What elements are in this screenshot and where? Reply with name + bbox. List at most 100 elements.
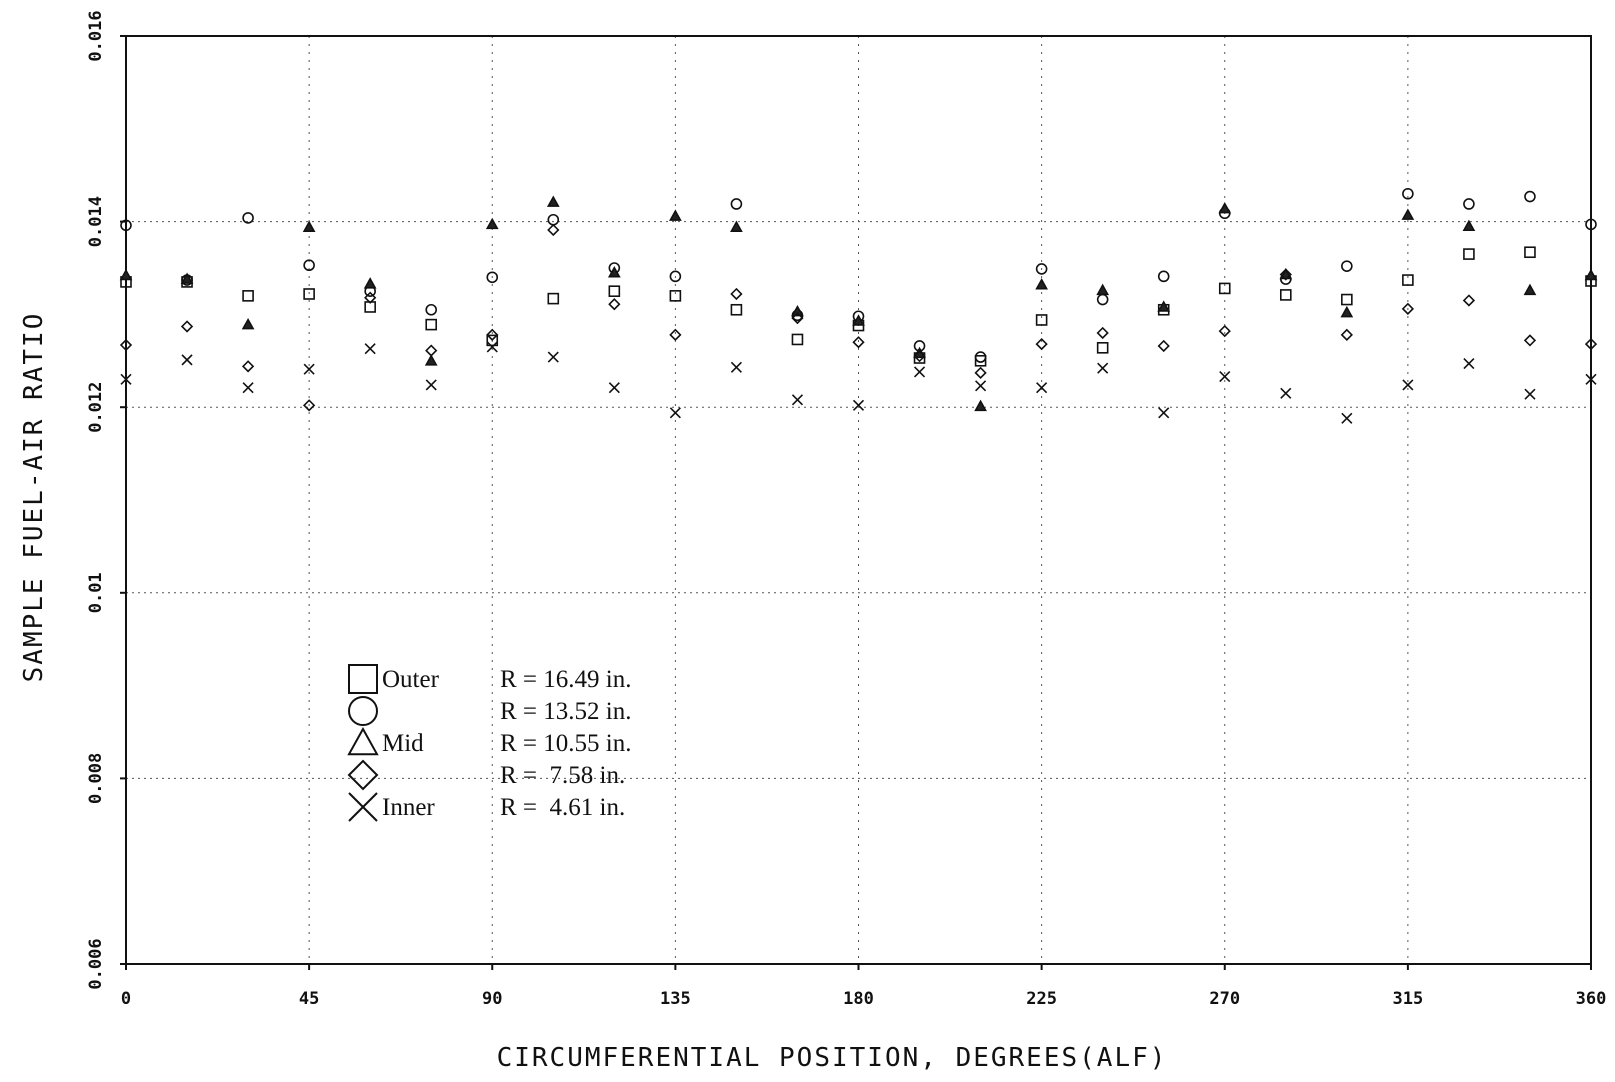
legend-square-icon — [348, 664, 378, 694]
y-tick-label: 0.012 — [86, 382, 106, 433]
legend-radius-label: R = 13.52 in. — [500, 698, 631, 725]
triangle-point — [180, 272, 194, 284]
x-tick-label: 270 — [1209, 989, 1240, 1009]
legend-series-name: Mid — [382, 730, 424, 757]
circle-point — [303, 259, 315, 272]
x-point — [975, 380, 987, 392]
triangle-point — [424, 354, 438, 366]
square-point — [1218, 282, 1231, 295]
triangle-point — [1096, 283, 1110, 296]
x-point — [181, 354, 193, 366]
circle-point — [669, 270, 682, 283]
diamond-point — [364, 291, 377, 304]
square-point — [486, 334, 499, 347]
legend-radius-label: R = 4.61 in. — [500, 794, 625, 821]
diamond-point — [547, 223, 560, 237]
triangle-point — [485, 217, 499, 230]
square-point — [1402, 274, 1414, 286]
diamond-point — [852, 336, 865, 349]
x-point — [303, 363, 315, 375]
square-point — [1096, 342, 1109, 354]
x-tick-label: 135 — [660, 989, 691, 1009]
x-point — [1341, 412, 1353, 424]
triangle-point — [241, 317, 255, 330]
x-point — [791, 394, 804, 406]
square-point — [1341, 293, 1353, 306]
triangle-point — [1401, 208, 1415, 220]
diamond-point — [1523, 334, 1537, 347]
square-point — [242, 290, 254, 302]
x-point — [608, 382, 620, 394]
diamond-point — [669, 328, 682, 341]
x-point — [1097, 362, 1109, 374]
square-point — [974, 354, 987, 367]
legend-triangle-icon — [347, 726, 379, 756]
diamond-point — [730, 287, 743, 301]
triangle-point — [1462, 219, 1476, 232]
x-point — [669, 407, 681, 419]
circle-point — [1157, 270, 1170, 283]
square-point — [1035, 314, 1048, 326]
square-point — [791, 333, 804, 346]
diamond-point — [1279, 268, 1292, 281]
triangle-point — [1523, 283, 1537, 296]
diamond-point — [1035, 337, 1048, 351]
circle-point — [1402, 187, 1414, 200]
diamond-point — [1340, 328, 1353, 341]
triangle-point — [852, 314, 865, 326]
x-axis-ticks: 0 45 90 135 180 225 270 315 360 — [121, 964, 1606, 1009]
series-4 — [119, 223, 1598, 412]
y-tick-label: 0.01 — [86, 572, 106, 613]
square-point — [1524, 246, 1536, 259]
legend-x-icon — [348, 792, 378, 822]
triangle-point — [791, 304, 804, 317]
x-axis-label: CIRCUMFERENTIAL POSITION, DEGREES(ALF) — [497, 1043, 1168, 1073]
x-tick-label: 0 — [121, 989, 131, 1009]
x-point — [242, 382, 254, 394]
x-point — [730, 361, 742, 373]
series-5 — [120, 341, 1597, 424]
x-point — [486, 341, 498, 353]
y-tick-label: 0.014 — [86, 196, 106, 247]
circle-point — [425, 303, 438, 316]
series-2 — [120, 187, 1597, 363]
y-tick-label: 0.006 — [86, 938, 106, 989]
x-point — [1463, 358, 1475, 370]
diamond-point — [1218, 324, 1231, 338]
circle-point — [242, 212, 254, 224]
x-tick-label: 45 — [299, 989, 319, 1009]
x-tick-label: 360 — [1576, 989, 1607, 1009]
data-points — [119, 187, 1598, 424]
diamond-point — [1096, 326, 1109, 340]
diamond-point — [608, 298, 621, 311]
square-point — [669, 290, 682, 302]
circle-point — [730, 198, 743, 210]
legend-circle-icon — [348, 696, 378, 726]
triangle-point — [974, 399, 987, 412]
legend-radius-label: R = 10.55 in. — [500, 730, 631, 757]
diamond-point — [119, 338, 133, 352]
triangle-point — [119, 268, 133, 281]
y-axis-label: SAMPLE FUEL-AIR RATIO — [19, 312, 49, 683]
grid-lines — [126, 36, 1591, 964]
square-point — [425, 318, 438, 331]
circle-point — [486, 271, 499, 284]
circle-point — [974, 351, 987, 363]
triangle-point — [1584, 268, 1598, 281]
circle-point — [1341, 260, 1353, 272]
y-tick-label: 0.016 — [86, 10, 106, 61]
x-point — [1036, 382, 1048, 394]
diamond-point — [791, 311, 804, 325]
x-point — [1585, 373, 1597, 385]
triangle-point — [1035, 278, 1048, 290]
y-tick-label: 0.008 — [86, 753, 106, 804]
diamond-point — [425, 344, 438, 357]
triangle-point — [607, 265, 621, 278]
triangle-point — [363, 277, 377, 289]
x-tick-label: 180 — [843, 989, 874, 1009]
diamond-point — [486, 328, 499, 341]
square-point — [1279, 289, 1292, 301]
x-point — [364, 343, 376, 355]
legend-series-name: Inner — [382, 794, 435, 821]
